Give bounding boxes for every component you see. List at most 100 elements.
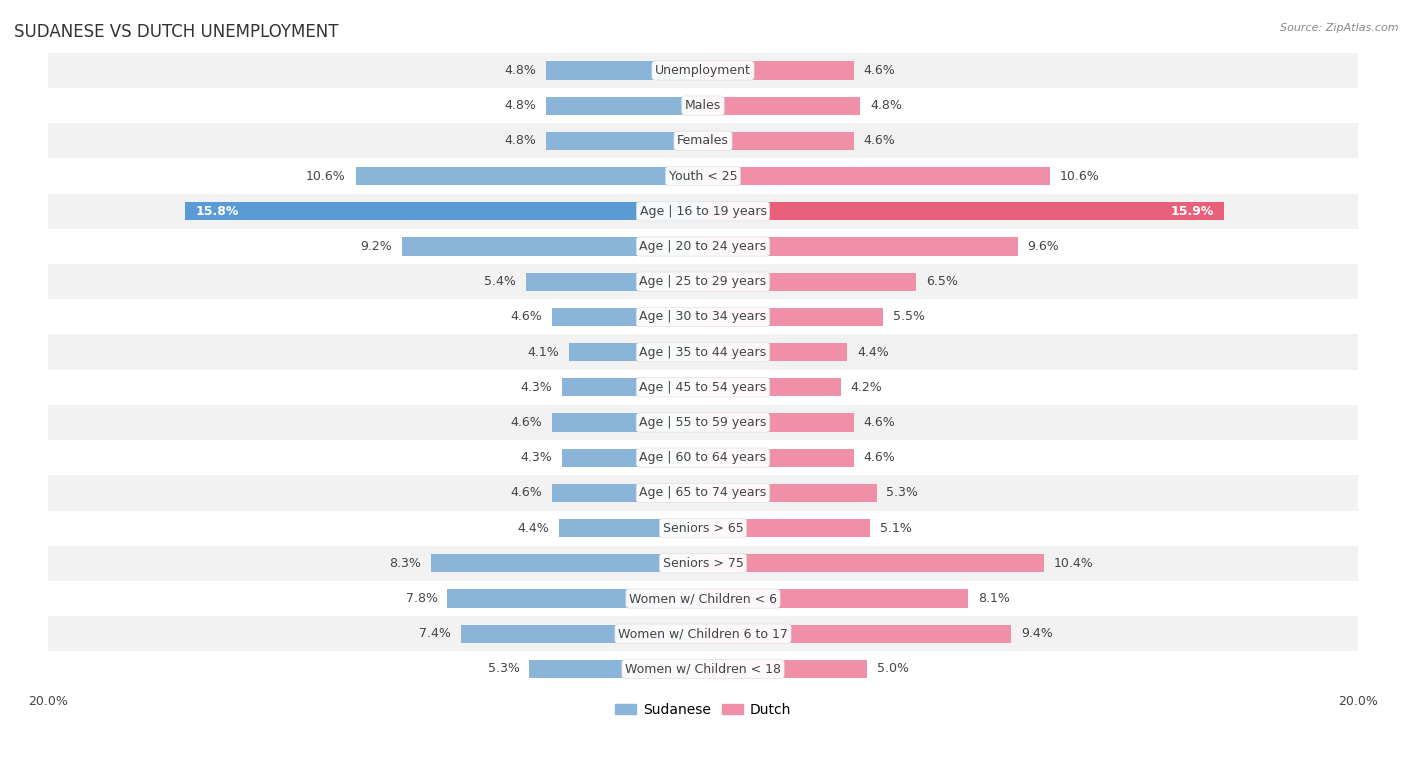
Text: 5.3%: 5.3% xyxy=(886,487,918,500)
Bar xyxy=(703,202,1223,220)
Text: Age | 35 to 44 years: Age | 35 to 44 years xyxy=(640,346,766,359)
Text: Age | 25 to 29 years: Age | 25 to 29 years xyxy=(640,276,766,288)
Text: Source: ZipAtlas.com: Source: ZipAtlas.com xyxy=(1281,23,1399,33)
Text: Seniors > 75: Seniors > 75 xyxy=(662,557,744,570)
Text: 10.6%: 10.6% xyxy=(1060,170,1099,182)
Bar xyxy=(48,264,1358,299)
Text: 4.8%: 4.8% xyxy=(503,134,536,148)
Bar xyxy=(48,616,1358,651)
Bar xyxy=(703,519,870,537)
Bar xyxy=(48,194,1358,229)
Text: 4.6%: 4.6% xyxy=(510,416,543,429)
Bar xyxy=(553,484,703,502)
Text: 4.3%: 4.3% xyxy=(520,451,553,464)
Legend: Sudanese, Dutch: Sudanese, Dutch xyxy=(609,697,797,722)
Text: 8.1%: 8.1% xyxy=(979,592,1010,605)
Text: 8.3%: 8.3% xyxy=(389,557,422,570)
Text: Age | 55 to 59 years: Age | 55 to 59 years xyxy=(640,416,766,429)
Text: 4.6%: 4.6% xyxy=(863,64,896,77)
Bar xyxy=(48,546,1358,581)
Bar xyxy=(48,581,1358,616)
Bar xyxy=(546,61,703,79)
Text: 4.8%: 4.8% xyxy=(870,99,903,112)
Text: 20.0%: 20.0% xyxy=(1339,696,1378,709)
Text: Age | 45 to 54 years: Age | 45 to 54 years xyxy=(640,381,766,394)
Bar xyxy=(703,554,1043,572)
Bar xyxy=(703,96,860,115)
Text: 9.4%: 9.4% xyxy=(1021,628,1053,640)
Text: Age | 65 to 74 years: Age | 65 to 74 years xyxy=(640,487,766,500)
Text: Women w/ Children < 18: Women w/ Children < 18 xyxy=(626,662,780,675)
Text: 15.8%: 15.8% xyxy=(195,205,239,218)
Bar xyxy=(432,554,703,572)
Bar xyxy=(562,378,703,397)
Bar xyxy=(48,335,1358,369)
Bar xyxy=(703,449,853,467)
Bar xyxy=(703,625,1011,643)
Bar xyxy=(703,132,853,150)
Bar xyxy=(703,378,841,397)
Text: 5.0%: 5.0% xyxy=(876,662,908,675)
Text: Age | 30 to 34 years: Age | 30 to 34 years xyxy=(640,310,766,323)
Text: 4.1%: 4.1% xyxy=(527,346,558,359)
Text: SUDANESE VS DUTCH UNEMPLOYMENT: SUDANESE VS DUTCH UNEMPLOYMENT xyxy=(14,23,339,41)
Bar xyxy=(568,343,703,361)
Text: 9.2%: 9.2% xyxy=(360,240,392,253)
Text: 4.2%: 4.2% xyxy=(851,381,882,394)
Text: 10.4%: 10.4% xyxy=(1053,557,1094,570)
Bar xyxy=(48,229,1358,264)
Text: 6.5%: 6.5% xyxy=(925,276,957,288)
Text: 5.5%: 5.5% xyxy=(893,310,925,323)
Text: 10.6%: 10.6% xyxy=(307,170,346,182)
Bar xyxy=(48,299,1358,335)
Text: Youth < 25: Youth < 25 xyxy=(669,170,737,182)
Bar xyxy=(48,123,1358,158)
Text: 4.6%: 4.6% xyxy=(863,134,896,148)
Text: Age | 60 to 64 years: Age | 60 to 64 years xyxy=(640,451,766,464)
Text: 5.4%: 5.4% xyxy=(485,276,516,288)
Bar xyxy=(48,440,1358,475)
Text: Women w/ Children 6 to 17: Women w/ Children 6 to 17 xyxy=(619,628,787,640)
Bar xyxy=(703,413,853,431)
Text: Age | 20 to 24 years: Age | 20 to 24 years xyxy=(640,240,766,253)
Bar xyxy=(703,273,915,291)
Text: 4.8%: 4.8% xyxy=(503,99,536,112)
Bar xyxy=(48,405,1358,440)
Bar xyxy=(461,625,703,643)
Text: 15.9%: 15.9% xyxy=(1171,205,1215,218)
Text: 7.8%: 7.8% xyxy=(405,592,437,605)
Bar xyxy=(553,413,703,431)
Bar xyxy=(48,475,1358,510)
Text: Age | 16 to 19 years: Age | 16 to 19 years xyxy=(640,205,766,218)
Bar xyxy=(553,308,703,326)
Bar xyxy=(48,369,1358,405)
Text: Women w/ Children < 6: Women w/ Children < 6 xyxy=(628,592,778,605)
Text: Unemployment: Unemployment xyxy=(655,64,751,77)
Bar xyxy=(402,238,703,256)
Text: Females: Females xyxy=(678,134,728,148)
Bar xyxy=(703,61,853,79)
Bar xyxy=(703,308,883,326)
Bar xyxy=(48,651,1358,687)
Bar xyxy=(703,238,1018,256)
Bar xyxy=(526,273,703,291)
Text: 5.3%: 5.3% xyxy=(488,662,520,675)
Bar xyxy=(703,343,848,361)
Text: 9.6%: 9.6% xyxy=(1028,240,1059,253)
Bar xyxy=(447,590,703,608)
Text: 5.1%: 5.1% xyxy=(880,522,911,534)
Bar xyxy=(48,53,1358,88)
Text: Seniors > 65: Seniors > 65 xyxy=(662,522,744,534)
Bar xyxy=(530,660,703,678)
Text: 4.6%: 4.6% xyxy=(510,487,543,500)
Bar xyxy=(546,96,703,115)
Text: 4.4%: 4.4% xyxy=(858,346,889,359)
Bar xyxy=(48,88,1358,123)
Text: 4.6%: 4.6% xyxy=(510,310,543,323)
Bar xyxy=(562,449,703,467)
Bar xyxy=(558,519,703,537)
Text: 4.6%: 4.6% xyxy=(863,451,896,464)
Bar xyxy=(703,590,969,608)
Text: 4.8%: 4.8% xyxy=(503,64,536,77)
Text: 20.0%: 20.0% xyxy=(28,696,67,709)
